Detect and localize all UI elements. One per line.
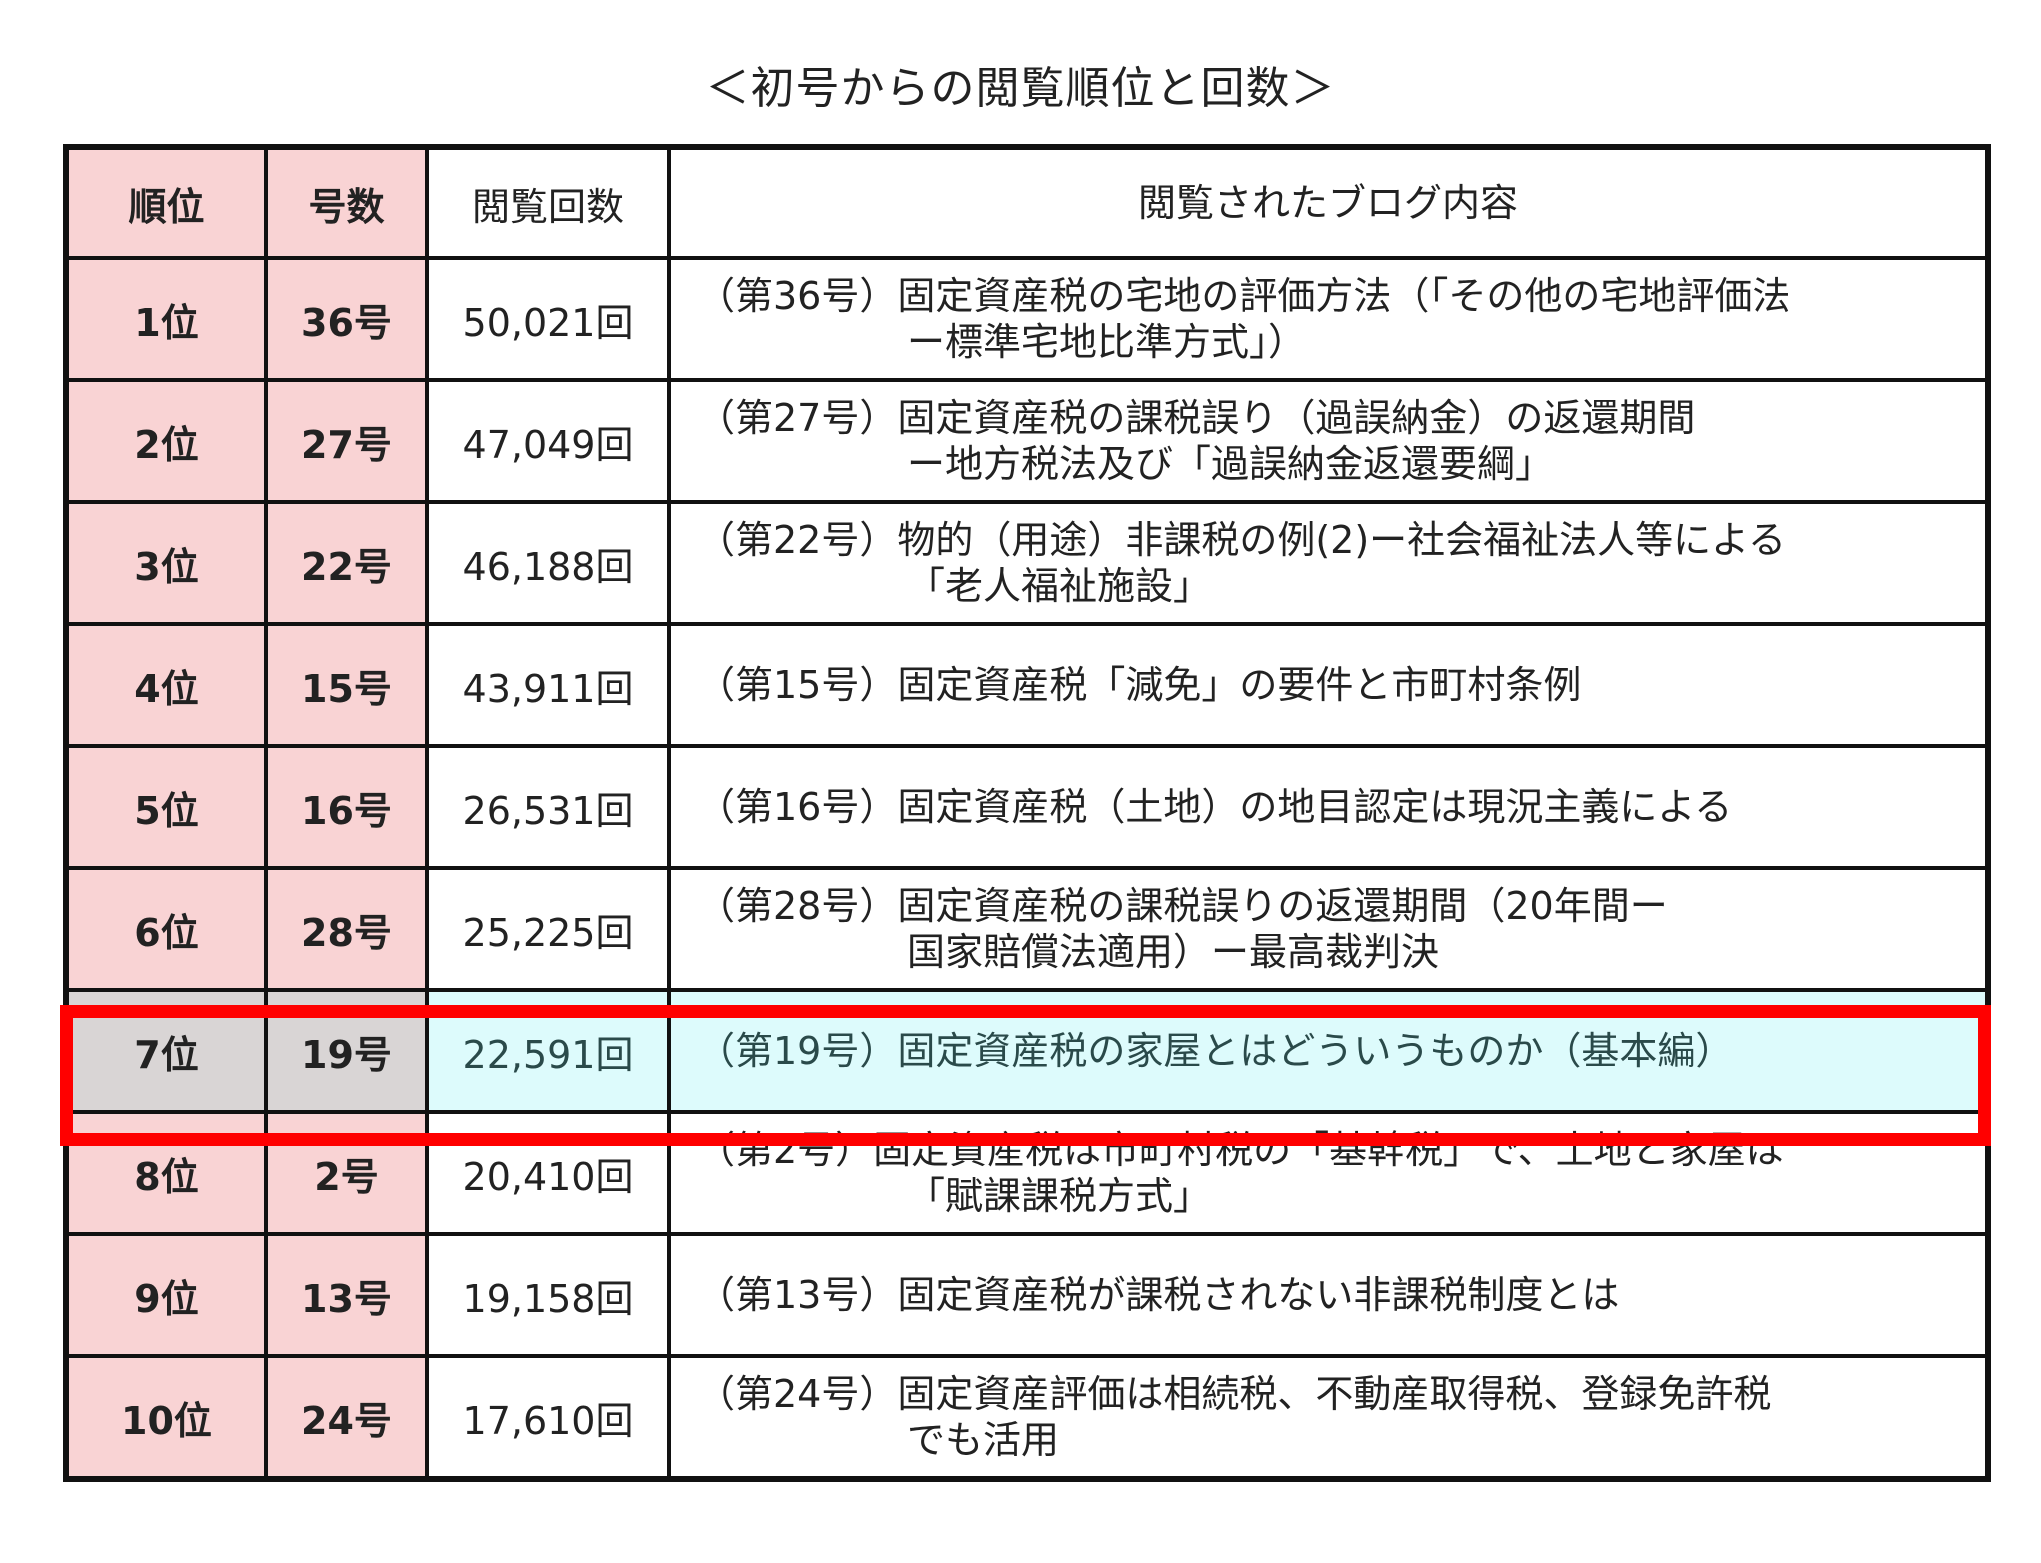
content-cell: （第2号）固定資産税は市町村税の「基幹税」で、土地と家屋は 「賦課課税方式」 <box>667 1110 1990 1236</box>
content-cell: （第15号）固定資産税「減免」の要件と市町村条例 <box>667 622 1990 748</box>
issue-cell: 16号 <box>264 744 429 870</box>
table-row: 8位 2号 20,410回 （第2号）固定資産税は市町村税の「基幹税」で、土地と家屋は… <box>64 1110 1990 1236</box>
table-header-row: 順位 号数 閲覧回数 閲覧されたブログ内容 <box>64 145 1990 260</box>
content-line-2: 「老人福祉施設」 <box>907 564 1212 608</box>
header-views: 閲覧回数 <box>425 145 671 260</box>
content-line-1: （第15号）固定資産税「減免」の要件と市町村条例 <box>697 663 1582 707</box>
issue-cell: 19号 <box>264 988 429 1114</box>
table-row: 7位 19号 22,591回 （第19号）固定資産税の家屋とはどういうものか（基本編） <box>64 988 1990 1114</box>
table-row: 4位 15号 43,911回 （第15号）固定資産税「減免」の要件と市町村条例 <box>64 622 1990 748</box>
content-line-1: （第36号）固定資産税の宅地の評価方法（「その他の宅地評価法 <box>697 274 1791 318</box>
issue-cell: 22号 <box>264 500 429 626</box>
content-cell: （第36号）固定資産税の宅地の評価方法（「その他の宅地評価法 ー標準宅地比準方式」… <box>667 256 1990 382</box>
content-line-1: （第16号）固定資産税（土地）の地目認定は現況主義による <box>697 785 1733 829</box>
header-issue: 号数 <box>264 145 429 260</box>
ranking-table: 順位 号数 閲覧回数 閲覧されたブログ内容 1位 36号 50,021回 （第36号）… <box>63 144 1991 1482</box>
rank-cell: 6位 <box>64 866 268 992</box>
content-cell: （第13号）固定資産税が課税されない非課税制度とは <box>667 1232 1990 1358</box>
table-row: 2位 27号 47,049回 （第27号）固定資産税の課税誤り（過誤納金）の返還期間ー… <box>64 378 1990 504</box>
header-content: 閲覧されたブログ内容 <box>667 145 1990 260</box>
table-row: 3位 22号 46,188回 （第22号）物的（用途）非課税の例(2)ー社会福祉法人等… <box>64 500 1990 626</box>
content-line-2: ー地方税法及び「過誤納金返還要綱」 <box>907 442 1554 486</box>
rank-cell: 8位 <box>64 1110 268 1236</box>
views-cell: 22,591回 <box>425 988 671 1114</box>
rank-cell: 7位 <box>64 988 268 1114</box>
table-row: 9位 13号 19,158回 （第13号）固定資産税が課税されない非課税制度とは <box>64 1232 1990 1358</box>
content-cell: （第27号）固定資産税の課税誤り（過誤納金）の返還期間 ー地方税法及び「過誤納金返… <box>667 378 1990 504</box>
issue-cell: 15号 <box>264 622 429 748</box>
content-line-2: 「賦課課税方式」 <box>907 1174 1212 1218</box>
views-cell: 25,225回 <box>425 866 671 992</box>
content-cell: （第22号）物的（用途）非課税の例(2)ー社会福祉法人等による 「老人福祉施設」 <box>667 500 1990 626</box>
views-cell: 17,610回 <box>425 1354 671 1481</box>
rank-cell: 3位 <box>64 500 268 626</box>
rank-cell: 9位 <box>64 1232 268 1358</box>
rank-cell: 1位 <box>64 256 268 382</box>
content-cell: （第24号）固定資産評価は相続税、不動産取得税、登録免許税 でも活用 <box>667 1354 1990 1481</box>
table-row: 5位 16号 26,531回 （第16号）固定資産税（土地）の地目認定は現況主義による <box>64 744 1990 870</box>
content-line-1: （第2号）固定資産税は市町村税の「基幹税」で、土地と家屋は <box>697 1128 1784 1172</box>
content-line-1: （第27号）固定資産税の課税誤り（過誤納金）の返還期間 <box>697 396 1696 440</box>
content-line-2: でも活用 <box>907 1418 1060 1462</box>
issue-cell: 27号 <box>264 378 429 504</box>
table-row: 10位 24号 17,610回 （第24号）固定資産評価は相続税、不動産取得税、登録免… <box>64 1354 1990 1481</box>
issue-cell: 24号 <box>264 1354 429 1481</box>
rank-cell: 10位 <box>64 1354 268 1481</box>
views-cell: 46,188回 <box>425 500 671 626</box>
content-line-1: （第22号）物的（用途）非課税の例(2)ー社会福祉法人等による <box>697 518 1787 562</box>
header-rank: 順位 <box>64 145 268 260</box>
page-title: ＜初号からの閲覧順位と回数＞ <box>705 63 1336 114</box>
issue-cell: 2号 <box>264 1110 429 1236</box>
views-cell: 50,021回 <box>425 256 671 382</box>
views-cell: 26,531回 <box>425 744 671 870</box>
content-cell: （第16号）固定資産税（土地）の地目認定は現況主義による <box>667 744 1990 870</box>
views-cell: 19,158回 <box>425 1232 671 1358</box>
content-line-1: （第19号）固定資産税の家屋とはどういうものか（基本編） <box>697 1029 1734 1073</box>
issue-cell: 36号 <box>264 256 429 382</box>
content-line-2: ー標準宅地比準方式」） <box>907 320 1307 364</box>
table-row: 6位 28号 25,225回 （第28号）固定資産税の課税誤りの返還期間（20年間ー国… <box>64 866 1990 992</box>
content-cell: （第28号）固定資産税の課税誤りの返還期間（20年間ー 国家賠償法適用）ー最高裁判… <box>667 866 1990 992</box>
content-line-1: （第24号）固定資産評価は相続税、不動産取得税、登録免許税 <box>697 1372 1772 1416</box>
rank-cell: 5位 <box>64 744 268 870</box>
rank-cell: 2位 <box>64 378 268 504</box>
issue-cell: 13号 <box>264 1232 429 1358</box>
views-cell: 20,410回 <box>425 1110 671 1236</box>
content-line-2: 国家賠償法適用）ー最高裁判決 <box>907 930 1440 974</box>
content-cell: （第19号）固定資産税の家屋とはどういうものか（基本編） <box>667 988 1990 1114</box>
content-line-1: （第13号）固定資産税が課税されない非課税制度とは <box>697 1273 1620 1317</box>
table-row: 1位 36号 50,021回 （第36号）固定資産税の宅地の評価方法（「その他の宅地評… <box>64 256 1990 382</box>
views-cell: 47,049回 <box>425 378 671 504</box>
rank-cell: 4位 <box>64 622 268 748</box>
content-line-1: （第28号）固定資産税の課税誤りの返還期間（20年間ー <box>697 884 1668 928</box>
issue-cell: 28号 <box>264 866 429 992</box>
views-cell: 43,911回 <box>425 622 671 748</box>
